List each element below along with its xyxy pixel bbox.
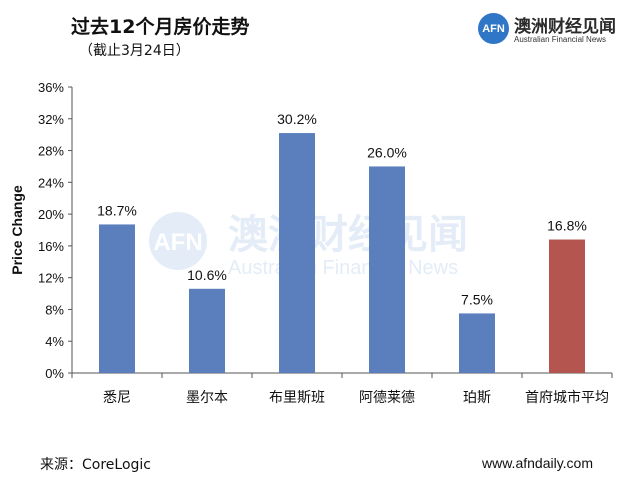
x-category-label: 首府城市平均 xyxy=(525,389,609,406)
x-category-label: 墨尔本 xyxy=(186,390,228,406)
watermark-name-cn: 澳洲财经见闻 xyxy=(228,212,468,258)
chart-subtitle: （截止3月24日） xyxy=(79,43,190,59)
y-tick-label: 36% xyxy=(38,80,64,95)
x-category-label: 珀斯 xyxy=(463,390,491,406)
bar-average xyxy=(549,239,585,373)
y-tick-label: 28% xyxy=(38,144,64,159)
y-tick-label: 12% xyxy=(38,271,64,286)
bar-city xyxy=(279,133,315,373)
afn-logo-icon: AFN xyxy=(478,13,509,44)
y-tick-label: 32% xyxy=(38,112,64,127)
y-tick-label: 4% xyxy=(45,334,64,349)
bar-city xyxy=(369,166,405,373)
watermark-logo-mark: AFN xyxy=(153,229,202,256)
bar-value-label: 10.6% xyxy=(187,267,227,283)
y-tick-label: 8% xyxy=(45,302,64,317)
x-category-label: 阿德莱德 xyxy=(359,390,415,406)
watermark-name-en: Australian Financial News xyxy=(228,257,458,279)
bar-value-label: 16.8% xyxy=(547,218,587,234)
chart-title: 过去12个月房价走势 xyxy=(71,16,250,38)
x-category-label: 布里斯班 xyxy=(269,390,325,406)
y-axis-label: Price Change xyxy=(9,185,25,275)
y-tick-label: 20% xyxy=(38,207,64,222)
bar-city xyxy=(459,313,495,373)
logo-name-en: Australian Financial News xyxy=(514,35,607,44)
source-note: 来源：CoreLogic xyxy=(40,457,151,473)
afn-logo: AFN 澳洲财经见闻 Australian Financial News xyxy=(478,12,618,48)
bar-value-label: 7.5% xyxy=(461,291,493,307)
bar-value-label: 26.0% xyxy=(367,144,407,160)
watermark-logo-circle xyxy=(149,212,207,270)
bar-value-label: 30.2% xyxy=(277,111,317,127)
y-tick-label: 16% xyxy=(38,239,64,254)
bar-city xyxy=(189,288,225,373)
bar-city xyxy=(99,224,135,373)
x-category-label: 悉尼 xyxy=(103,390,131,406)
website-url: www.afndaily.com xyxy=(482,455,594,471)
y-tick-label: 24% xyxy=(38,175,64,190)
bar-value-label: 18.7% xyxy=(97,202,137,218)
logo-name-cn: 澳洲财经见闻 xyxy=(514,17,616,37)
y-tick-label: 0% xyxy=(45,366,64,381)
